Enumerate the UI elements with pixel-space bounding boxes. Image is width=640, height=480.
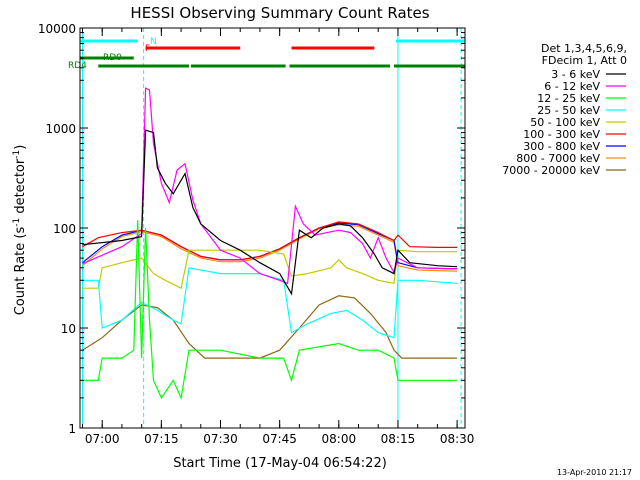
y-tick-label: 1 <box>68 422 76 436</box>
x-axis-label: Start Time (17-May-04 06:54:22) <box>173 456 387 471</box>
legend-entry-label: 50 - 100 keV <box>530 116 600 129</box>
series-line-12-25-kev <box>82 220 458 400</box>
legend-entry-label: 3 - 6 keV <box>551 68 600 81</box>
series-line-3-6-kev <box>82 129 458 296</box>
legend-entry-label: 100 - 300 keV <box>523 128 600 141</box>
series-line-7000-20000-kev <box>82 295 458 359</box>
y-tick-label: 100 <box>53 222 76 236</box>
series-line-6-12-kev <box>82 87 458 285</box>
y-tick-label: 10 <box>61 322 76 336</box>
legend-entry-label: 800 - 7000 keV <box>516 152 600 165</box>
state-label-rd4: RD4 <box>68 61 87 71</box>
legend-entry-label: 300 - 800 keV <box>523 140 600 153</box>
legend-header-line: Det 1,3,4,5,6,9, <box>541 42 627 55</box>
legend-header-line: FDecim 1, Att 0 <box>542 54 627 67</box>
state-label-n: N <box>150 37 157 47</box>
legend-entry-label: 7000 - 20000 keV <box>502 164 600 177</box>
y-tick-label: 1000 <box>45 122 76 136</box>
x-tick-label: 07:45 <box>262 432 297 446</box>
series-line-25-50-kev <box>82 267 458 339</box>
axes: 1 10 100 1000 10000 07:00 07:15 07:30 07:45 08:00… <box>38 22 475 446</box>
state-label-f: F <box>145 44 150 54</box>
legend-entry-label: 25 - 50 keV <box>537 104 600 117</box>
y-axis-label: Count Rate (s-1 detector-1) <box>12 145 28 316</box>
chart-title: HESSI Observing Summary Count Rates <box>130 4 429 22</box>
plot-area: NF RD0 RD4 <box>68 28 465 428</box>
x-tick-label: 08:00 <box>322 432 357 446</box>
legend-entry-label: 6 - 12 keV <box>544 80 600 93</box>
series-line-100-300-kev <box>82 221 458 261</box>
state-label-rd0: RD0 <box>103 53 122 63</box>
x-tick-label: 07:00 <box>85 432 120 446</box>
series-line-50-100-kev <box>82 249 458 290</box>
x-tick-label: 08:15 <box>381 432 416 446</box>
y-tick-label: 10000 <box>38 22 76 36</box>
x-tick-label: 07:15 <box>144 432 179 446</box>
legend-entry-label: 12 - 25 keV <box>537 92 600 105</box>
legend: Det 1,3,4,5,6,9,FDecim 1, Att 03 - 6 keV… <box>502 42 627 177</box>
x-tick-label: 07:30 <box>203 432 238 446</box>
x-tick-label: 08:30 <box>440 432 475 446</box>
footer-date: 13-Apr-2010 21:17 <box>557 468 632 477</box>
